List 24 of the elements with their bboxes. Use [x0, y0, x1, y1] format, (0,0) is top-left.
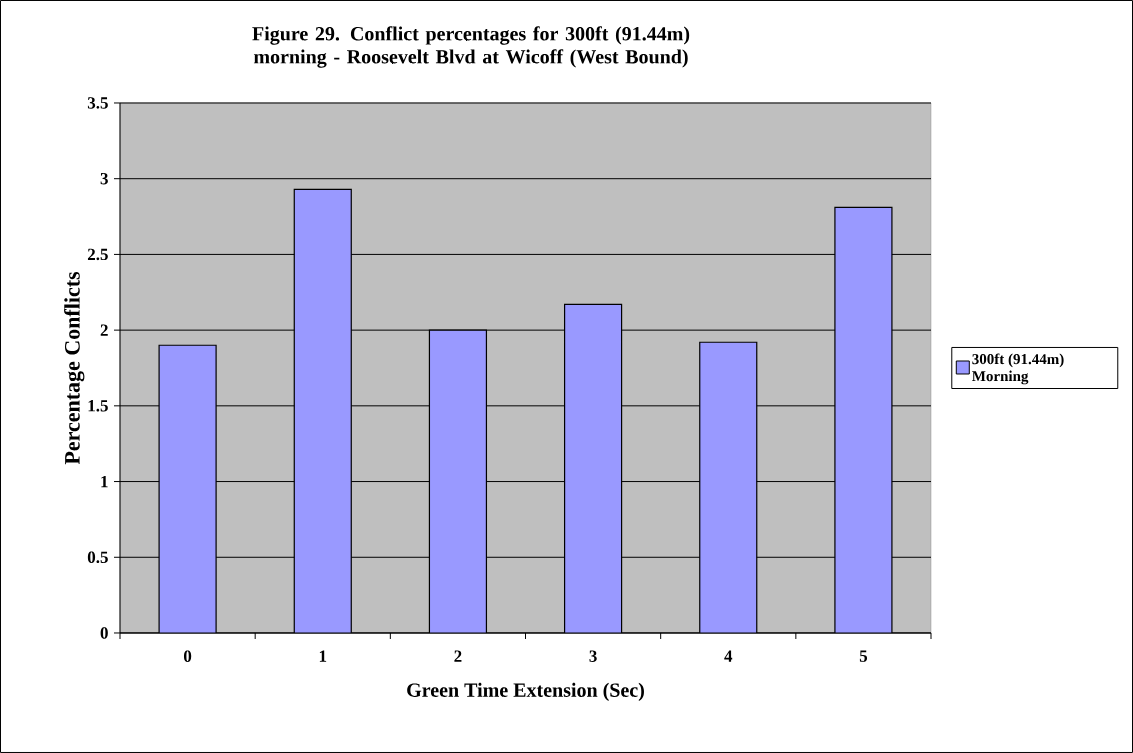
x-axis-title: Green Time Extension (Sec) — [407, 682, 644, 701]
bar — [293, 188, 352, 633]
y-tick-label: 1.5 — [88, 400, 108, 412]
bar — [158, 344, 217, 633]
y-tick-label: 0 — [100, 627, 108, 639]
x-tick-label: 2 — [454, 650, 462, 662]
y-tick-label: 0.5 — [87, 551, 108, 564]
bar — [428, 329, 488, 633]
x-tick-label: 4 — [724, 650, 733, 662]
bar — [834, 206, 893, 633]
y-tick-label: 1 — [101, 475, 108, 488]
y-tick-label: 3.5 — [87, 97, 108, 109]
chart-title: Figure 29. Conflict percentages for 300ft (91.44m) morning - Roosevelt Blvd at Wicoff (West Bound) — [252, 26, 690, 68]
legend-label: 300ft (91.44m) Morning — [972, 353, 1064, 385]
x-tick-label: 3 — [589, 650, 597, 662]
y-axis-title: Percentage Conflicts — [64, 271, 85, 465]
x-tick-label: 0 — [183, 650, 192, 662]
y-tick-label: 3 — [100, 172, 108, 185]
y-tick-label: 2 — [100, 324, 108, 336]
x-tick-label: 5 — [859, 650, 868, 662]
bar — [699, 341, 758, 633]
x-tick-label: 1 — [319, 650, 327, 662]
bar — [563, 303, 623, 633]
y-tick-label: 2.5 — [87, 248, 108, 261]
